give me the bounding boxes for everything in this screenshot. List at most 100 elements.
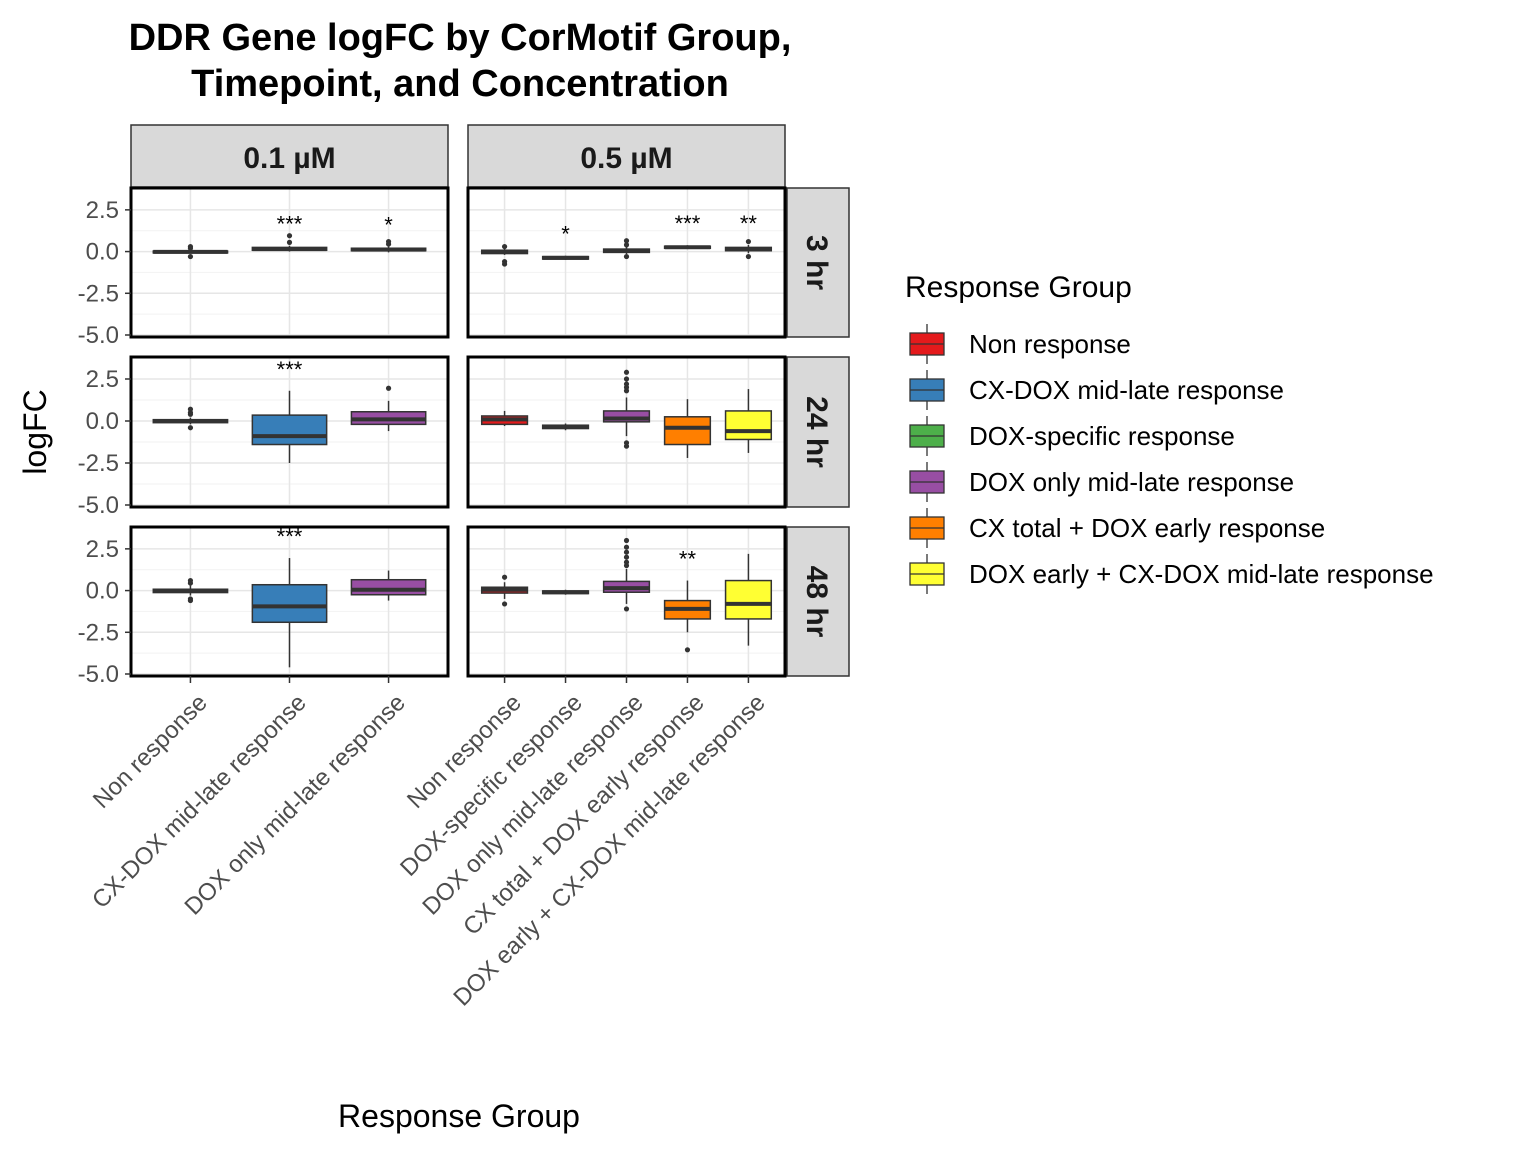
box: *** xyxy=(251,357,328,463)
column-strip-1: 0.5 µM xyxy=(467,124,786,188)
outlier-point xyxy=(745,238,752,245)
y-tick-label: -5.0 xyxy=(78,492,119,519)
chart-title-line1: DDR Gene logFC by CorMotif Group, xyxy=(129,17,792,59)
box xyxy=(602,369,651,449)
legend-label: CX-DOX mid-late response xyxy=(969,375,1284,405)
outlier-point xyxy=(623,242,630,248)
box-body xyxy=(350,578,427,596)
outlier-point xyxy=(187,411,194,417)
column-strip-label: 0.1 µM xyxy=(243,142,335,175)
outlier-point xyxy=(501,243,508,250)
outlier-point xyxy=(187,253,194,260)
box-body xyxy=(602,410,651,423)
panel: *** xyxy=(129,355,450,509)
outlier-point xyxy=(684,647,691,653)
box xyxy=(480,243,529,267)
row-strip-2: 48 hr xyxy=(786,526,850,677)
outlier-point xyxy=(623,238,630,244)
panel: * *** ** xyxy=(466,186,787,339)
outlier-point xyxy=(623,388,630,394)
y-tick-label: 2.5 xyxy=(86,197,119,224)
box xyxy=(602,238,651,260)
significance-label: *** xyxy=(277,357,303,382)
outlier-point xyxy=(501,261,508,267)
outlier-point xyxy=(187,245,194,251)
panel-border xyxy=(129,186,450,339)
outlier-point xyxy=(623,443,630,449)
panel: *** xyxy=(129,524,450,678)
outlier-point xyxy=(501,601,508,607)
panel: ** xyxy=(466,525,787,678)
panel-border xyxy=(466,186,787,339)
outlier-point xyxy=(286,233,293,239)
column-strip-0: 0.1 µM xyxy=(130,124,449,188)
box: * xyxy=(350,213,427,253)
outlier-point xyxy=(623,369,630,375)
outlier-point xyxy=(623,544,630,550)
box: *** xyxy=(663,211,712,250)
y-tick-label: 0.0 xyxy=(86,239,119,266)
outlier-point xyxy=(623,549,630,555)
outlier-point xyxy=(623,376,630,382)
panel: *** * xyxy=(129,186,450,339)
legend-item: DOX only mid-late response xyxy=(909,462,1294,502)
outlier-point xyxy=(623,253,630,260)
y-tick-label: 0.0 xyxy=(86,408,119,435)
y-tick-label: -2.5 xyxy=(78,619,119,646)
significance-label: * xyxy=(561,222,570,247)
row-strip-label: 3 hr xyxy=(800,235,833,290)
box xyxy=(152,577,229,604)
box xyxy=(480,410,529,427)
outlier-point xyxy=(187,597,194,604)
box xyxy=(152,406,229,431)
outlier-point xyxy=(385,385,392,391)
legend-label: Non response xyxy=(969,329,1131,359)
outlier-point xyxy=(187,580,194,586)
box xyxy=(602,537,651,612)
box: *** xyxy=(251,212,328,252)
y-axis-title: logFC xyxy=(17,389,53,474)
legend-item: CX total + DOX early response xyxy=(909,508,1325,548)
box: * xyxy=(541,222,590,260)
outlier-point xyxy=(623,554,630,560)
y-axis-ticks: 2.5 0.0 -2.5 -5.0 2.5 0.0 -2.5 -5.0 2.5 0.0 -2.5 -5… xyxy=(78,197,131,688)
outlier-point xyxy=(187,425,194,431)
panels: *** * * *** ********** xyxy=(129,186,787,678)
box-body xyxy=(663,416,712,446)
significance-label: * xyxy=(384,213,393,238)
row-strip-1: 24 hr xyxy=(786,356,850,508)
row-strip-0: 3 hr xyxy=(786,187,850,338)
box xyxy=(724,389,773,453)
box xyxy=(152,243,229,260)
box-body xyxy=(251,583,328,624)
x-axis-title: Response Group xyxy=(338,1098,580,1134)
box xyxy=(663,399,712,458)
legend-label: CX total + DOX early response xyxy=(969,513,1325,543)
y-tick-label: -5.0 xyxy=(78,661,119,688)
y-tick-label: -5.0 xyxy=(78,322,119,349)
box: *** xyxy=(251,524,328,668)
panel xyxy=(466,355,787,509)
box xyxy=(350,385,427,432)
legend-item: Non response xyxy=(909,324,1131,364)
box xyxy=(541,589,590,595)
outlier-point xyxy=(501,574,508,580)
box: ** xyxy=(663,547,712,653)
chart-title-line2: Timepoint, and Concentration xyxy=(191,63,729,105)
y-tick-label: 2.5 xyxy=(86,366,119,393)
significance-label: ** xyxy=(740,211,758,236)
significance-label: ** xyxy=(679,547,697,572)
column-strip-label: 0.5 µM xyxy=(580,142,672,175)
outlier-point xyxy=(623,606,630,612)
legend-label: DOX early + CX-DOX mid-late response xyxy=(969,559,1434,589)
box xyxy=(350,570,427,601)
box: ** xyxy=(724,211,773,260)
box xyxy=(724,553,773,646)
panel-border xyxy=(129,355,450,509)
significance-label: *** xyxy=(277,212,303,237)
outlier-point xyxy=(623,537,630,544)
y-tick-label: -2.5 xyxy=(78,450,119,477)
significance-label: *** xyxy=(675,211,701,236)
